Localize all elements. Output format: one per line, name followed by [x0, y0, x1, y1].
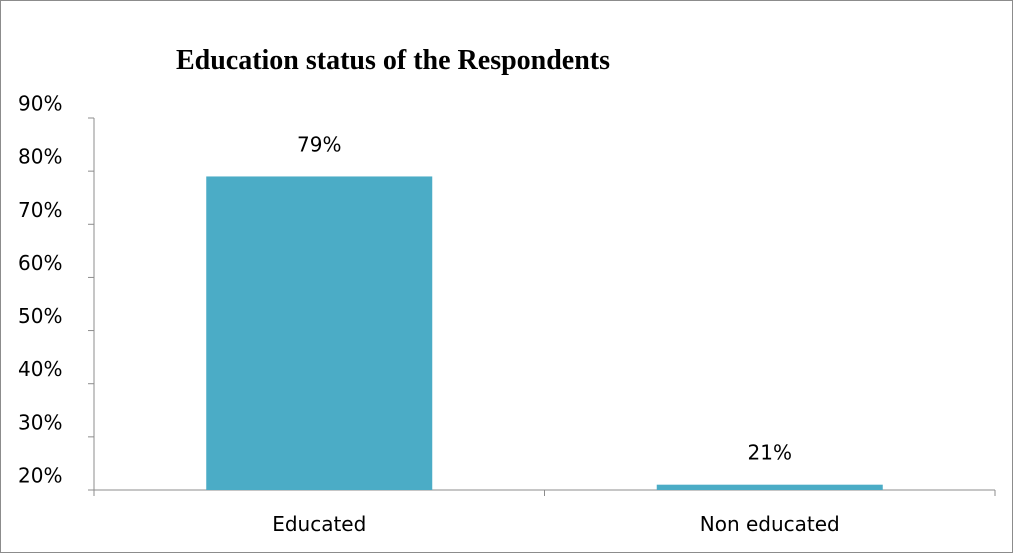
y-tick-label: 60%	[18, 251, 62, 275]
y-tick-label: 50%	[18, 304, 62, 328]
y-tick-label: 70%	[18, 198, 62, 222]
bar	[656, 484, 883, 490]
data-label: 21%	[748, 441, 792, 465]
bar	[206, 176, 433, 490]
y-tick-label: 80%	[18, 145, 62, 169]
y-tick-label: 20%	[18, 464, 62, 488]
category-label: Educated	[272, 512, 366, 536]
y-tick-label: 90%	[18, 92, 62, 116]
y-tick-label: 30%	[18, 410, 62, 434]
y-tick-label: 40%	[18, 357, 62, 381]
chart-title: Education status of the Respondents	[175, 45, 611, 76]
data-label: 79%	[297, 132, 341, 156]
category-label: Non educated	[700, 512, 840, 536]
